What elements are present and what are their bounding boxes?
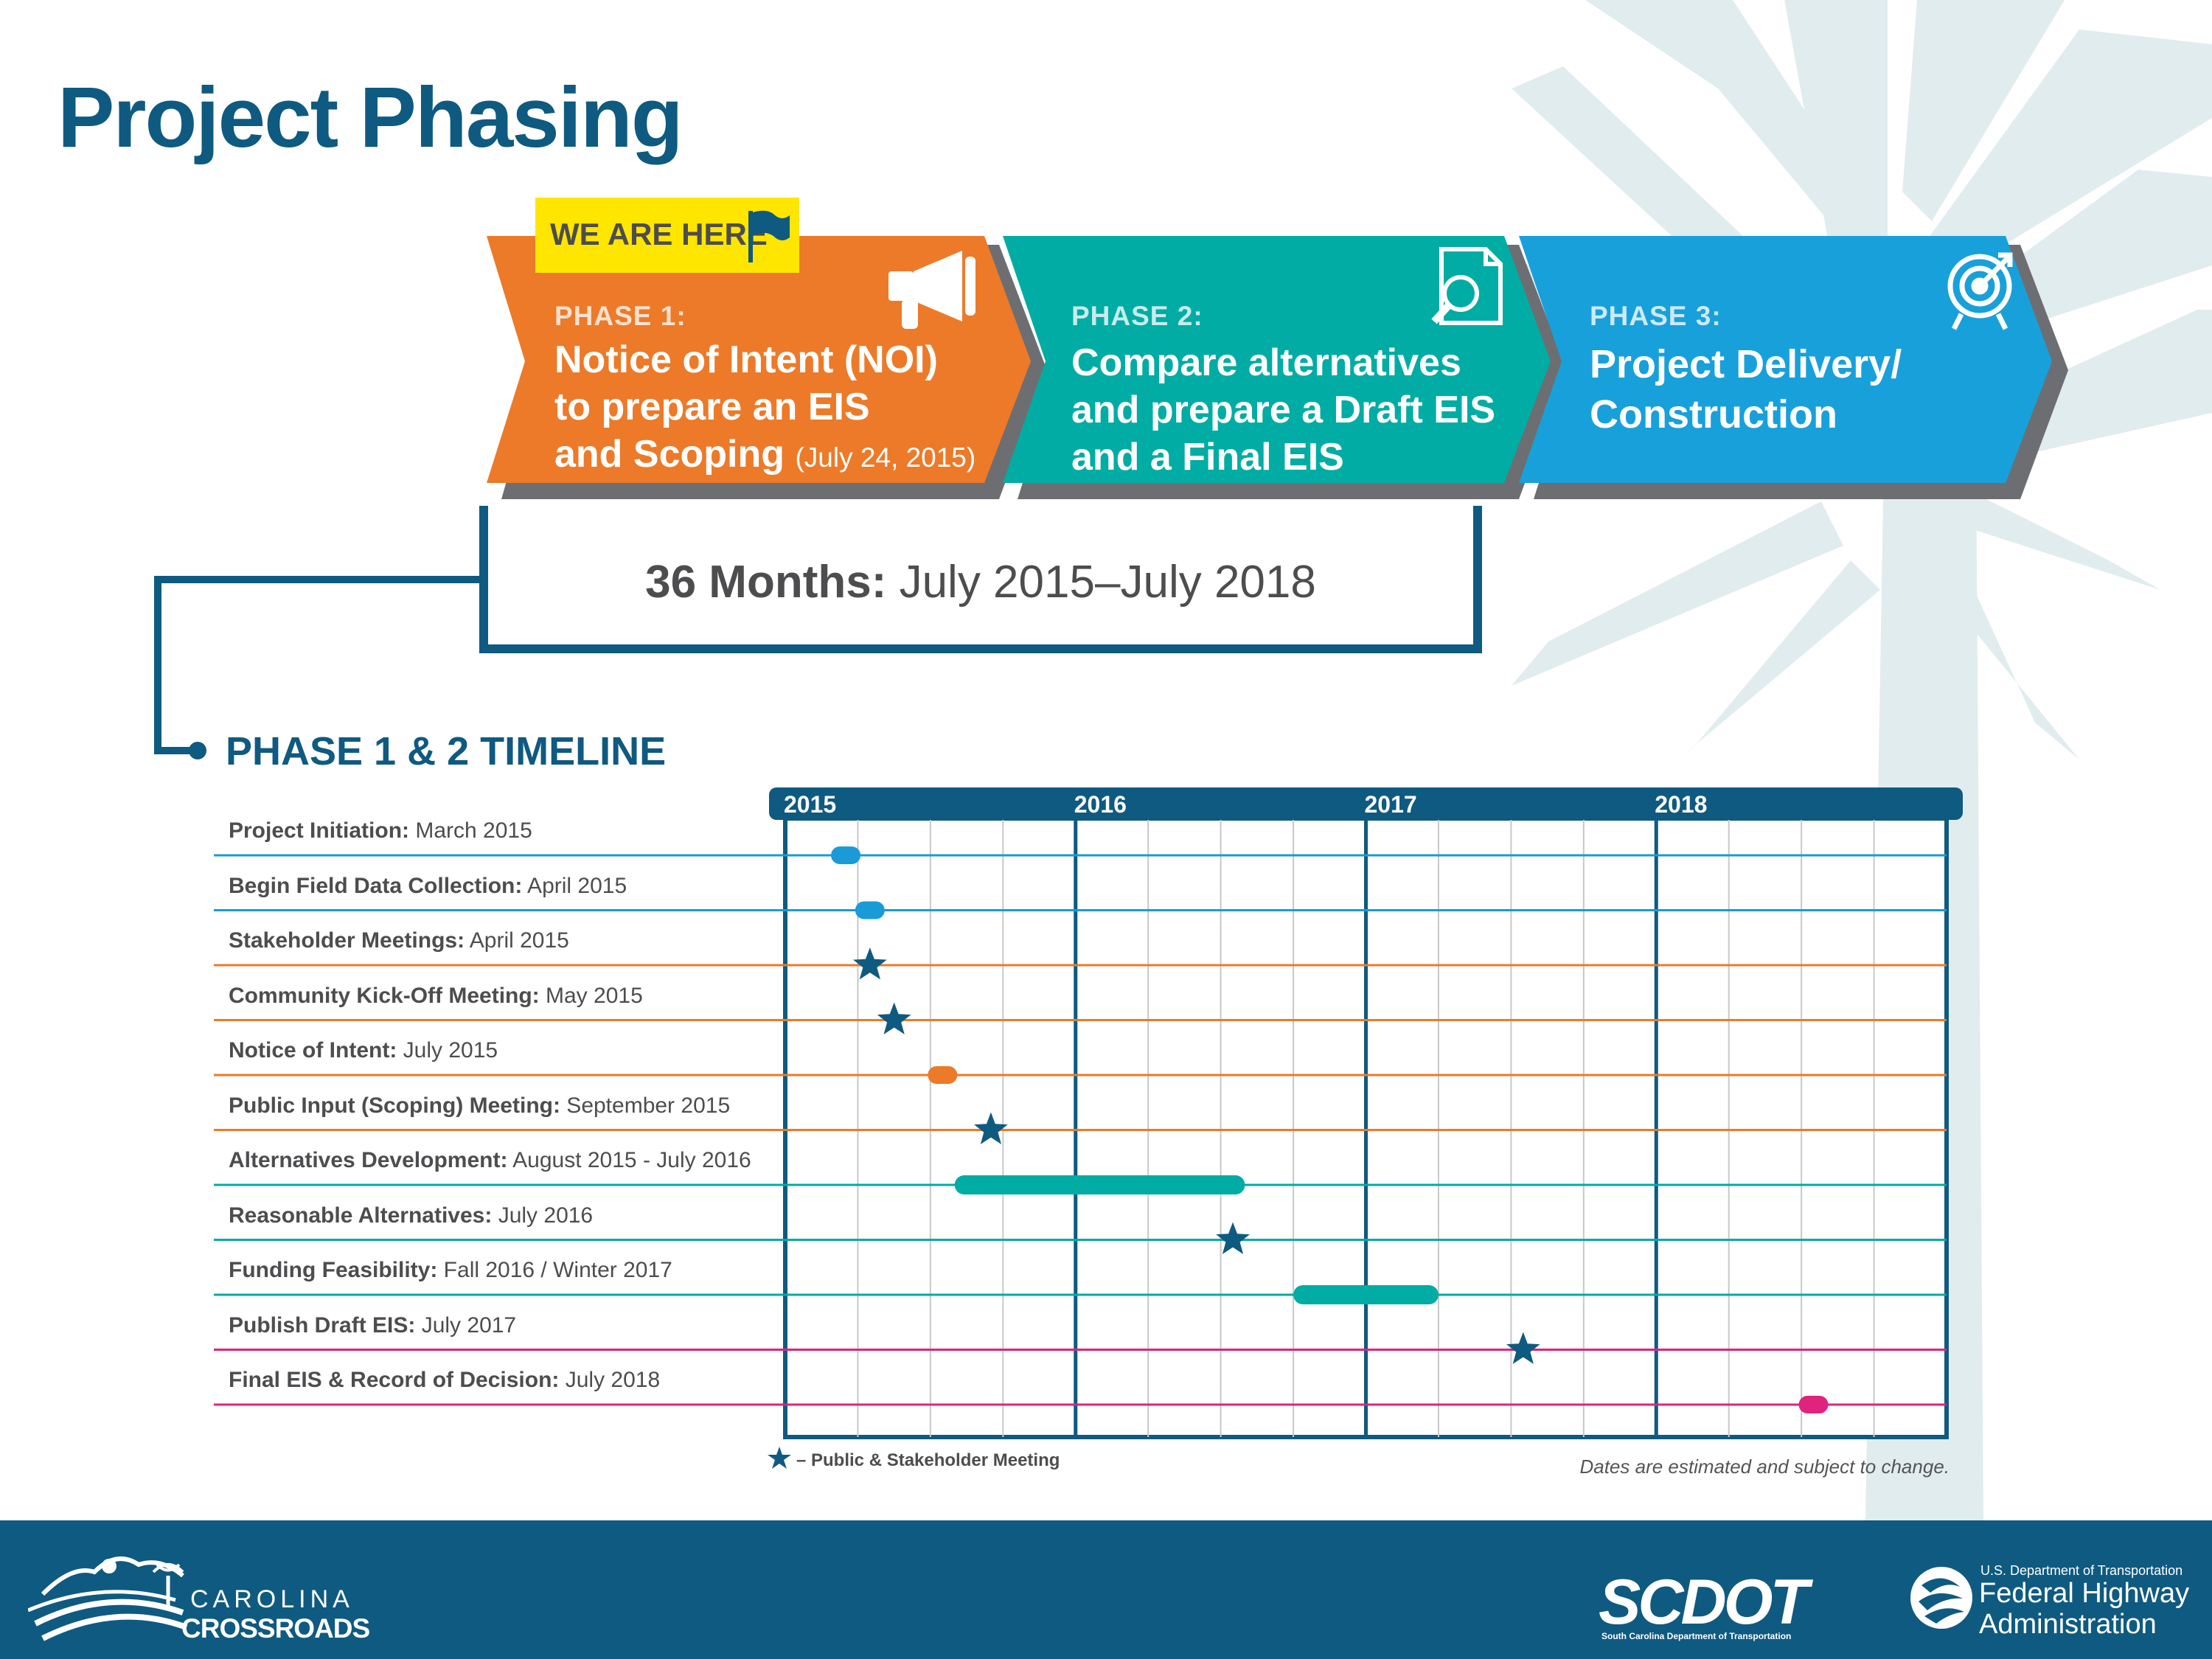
fhwa-department: U.S. Department of Transportation bbox=[1980, 1563, 2183, 1578]
phase-3-chevron bbox=[1519, 236, 2068, 499]
phase-2-label: PHASE 2: bbox=[1071, 301, 1203, 331]
scdot-logo: SCDOT South Carolina Department of Trans… bbox=[1599, 1567, 1809, 1641]
task-label: Alternatives Development: August 2015 - … bbox=[229, 1148, 751, 1172]
task-label: Community Kick-Off Meeting: May 2015 bbox=[229, 983, 643, 1008]
phase-chevrons bbox=[487, 236, 2068, 499]
chart-legend: – Public & Stakeholder Meeting bbox=[768, 1447, 1060, 1471]
gantt-chart: 2015 2016 2017 2018 bbox=[214, 787, 1963, 1439]
phase-1-date: (July 24, 2015) bbox=[795, 442, 976, 473]
cc-logo-line1: CAROLINA bbox=[190, 1585, 354, 1613]
milestone-pill bbox=[831, 846, 861, 864]
fhwa-seal-icon bbox=[1910, 1567, 1972, 1629]
year-label: 2018 bbox=[1655, 791, 1707, 818]
task-label: Project Initiation: March 2015 bbox=[229, 818, 532, 843]
meeting-star bbox=[877, 1002, 911, 1034]
disclaimer-note: Dates are estimated and subject to chang… bbox=[1579, 1455, 1950, 1478]
duration-box: 36 Months: July 2015–July 2018 bbox=[479, 506, 1482, 653]
carolina-crossroads-logo bbox=[28, 1557, 188, 1641]
year-label: 2016 bbox=[1074, 791, 1127, 818]
task-bar bbox=[954, 1175, 1245, 1194]
task-label: Public Input (Scoping) Meeting: Septembe… bbox=[229, 1093, 731, 1118]
phase-2-chevron bbox=[1003, 236, 1567, 499]
star-icon bbox=[768, 1447, 791, 1469]
meeting-star bbox=[974, 1112, 1008, 1144]
task-label: Begin Field Data Collection: April 2015 bbox=[229, 873, 627, 898]
task-label: Notice of Intent: July 2015 bbox=[229, 1038, 498, 1062]
badge-label: WE ARE HERE bbox=[550, 217, 768, 251]
meeting-star bbox=[853, 947, 887, 980]
milestone-pill bbox=[1798, 1396, 1829, 1413]
year-label: 2015 bbox=[784, 791, 836, 818]
phase-2-title: Compare alternatives and prepare a Draft… bbox=[1071, 341, 1496, 479]
task-label: Reasonable Alternatives: July 2016 bbox=[229, 1203, 594, 1228]
timeline-title: PHASE 1 & 2 TIMELINE bbox=[226, 729, 667, 773]
task-label: Stakeholder Meetings: April 2015 bbox=[229, 928, 569, 953]
task-label: Publish Draft EIS: July 2017 bbox=[229, 1312, 517, 1338]
year-label: 2017 bbox=[1365, 791, 1417, 818]
timeline-connector bbox=[154, 576, 479, 759]
phase-1-label: PHASE 1: bbox=[554, 301, 686, 331]
duration-text: 36 Months: July 2015–July 2018 bbox=[645, 557, 1316, 608]
phase-3-label: PHASE 3: bbox=[1590, 301, 1722, 331]
we-are-here-badge: WE ARE HERE bbox=[535, 198, 799, 273]
fhwa-name: Federal Highway Administration bbox=[1979, 1578, 2190, 1640]
year-header-bar bbox=[769, 787, 1963, 820]
milestone-pill bbox=[855, 901, 885, 919]
megaphone-icon bbox=[888, 251, 975, 329]
flag-icon bbox=[748, 210, 790, 262]
task-label: Final EIS & Record of Decision: July 201… bbox=[229, 1368, 661, 1392]
page-title: Project Phasing bbox=[58, 69, 684, 165]
meeting-star bbox=[1216, 1222, 1250, 1254]
target-icon bbox=[1947, 252, 2013, 330]
phase-1-title: Notice of Intent (NOI) to prepare an EIS… bbox=[554, 338, 976, 476]
milestone-pill bbox=[928, 1066, 958, 1084]
cc-logo-line2: CROSSROADS bbox=[181, 1613, 370, 1644]
footer: CAROLINA CROSSROADS SCDOT South Carolina… bbox=[0, 1520, 2212, 1659]
document-search-icon bbox=[1431, 247, 1503, 325]
legend-label: – Public & Stakeholder Meeting bbox=[796, 1450, 1060, 1470]
phase-3-title: Project Delivery/ Construction bbox=[1590, 342, 1902, 437]
task-bar bbox=[1293, 1285, 1439, 1304]
task-label: Funding Feasibility: Fall 2016 / Winter … bbox=[229, 1258, 672, 1282]
meeting-star bbox=[1506, 1332, 1540, 1364]
